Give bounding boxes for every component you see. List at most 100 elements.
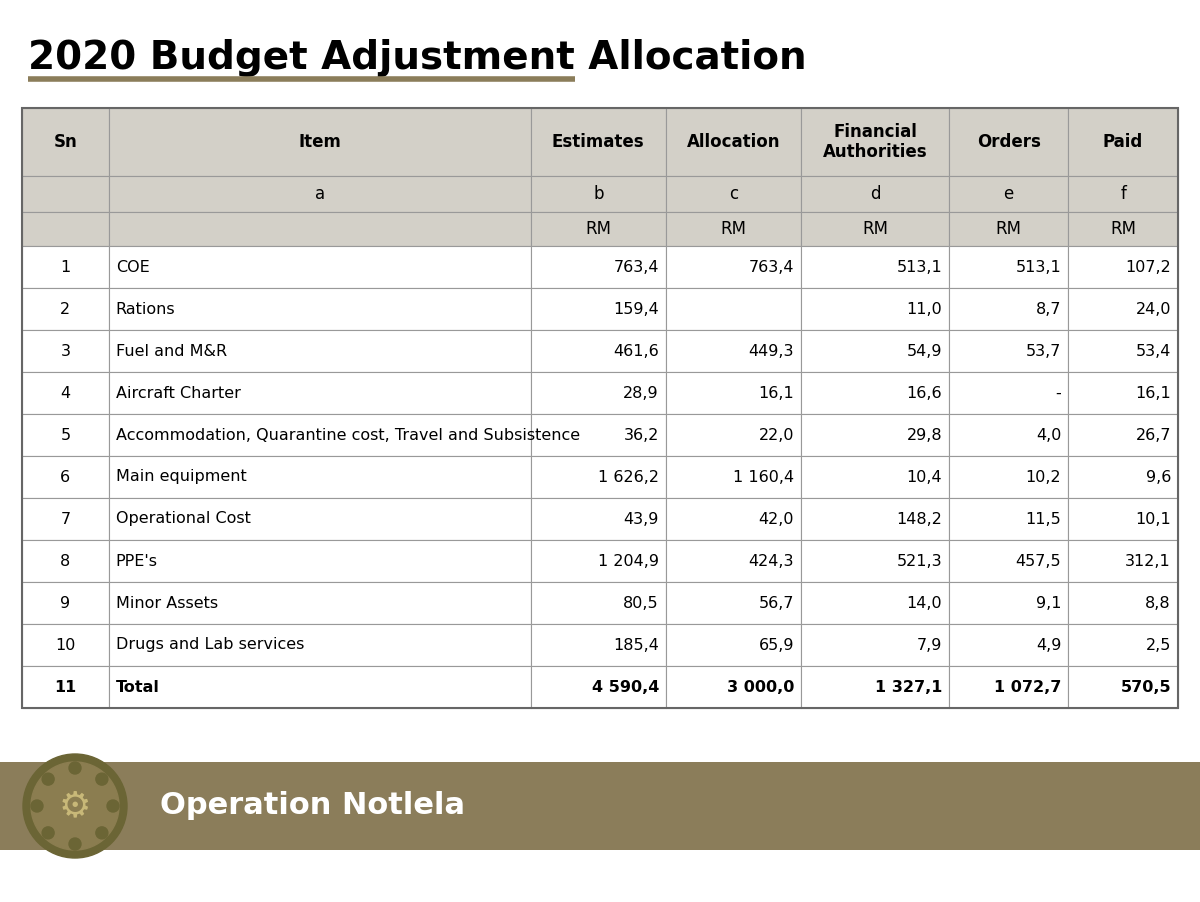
Bar	[1068, 498, 1178, 540]
Bar	[949, 330, 1068, 372]
Bar	[530, 288, 666, 330]
Bar	[802, 582, 949, 624]
Text: 763,4: 763,4	[749, 260, 794, 274]
Bar	[666, 288, 802, 330]
Text: 9,1: 9,1	[1036, 595, 1061, 611]
Text: Minor Assets: Minor Assets	[115, 595, 218, 611]
Bar	[22, 414, 109, 456]
Text: 3: 3	[60, 344, 71, 358]
Text: RM: RM	[1110, 220, 1136, 238]
Bar	[666, 108, 802, 176]
Bar	[802, 372, 949, 414]
Bar	[1068, 372, 1178, 414]
Bar	[1068, 582, 1178, 624]
Bar	[802, 456, 949, 498]
Bar	[666, 176, 802, 212]
Bar	[802, 288, 949, 330]
Text: Estimates: Estimates	[552, 133, 644, 151]
Circle shape	[31, 762, 119, 850]
Text: 424,3: 424,3	[749, 554, 794, 568]
Circle shape	[23, 754, 127, 858]
Bar	[949, 372, 1068, 414]
Text: 16,1: 16,1	[1135, 385, 1171, 400]
Bar	[530, 666, 666, 708]
Text: 4,0: 4,0	[1036, 428, 1061, 443]
Text: 185,4: 185,4	[613, 638, 659, 652]
Text: 312,1: 312,1	[1126, 554, 1171, 568]
Text: Orders: Orders	[977, 133, 1040, 151]
Text: 2: 2	[60, 301, 71, 317]
Text: c: c	[728, 185, 738, 203]
Text: 10,4: 10,4	[906, 470, 942, 484]
Bar	[666, 372, 802, 414]
Bar	[22, 288, 109, 330]
Text: 53,7: 53,7	[1026, 344, 1061, 358]
Circle shape	[31, 800, 43, 812]
Text: 54,9: 54,9	[907, 344, 942, 358]
Circle shape	[70, 838, 82, 850]
Bar	[530, 176, 666, 212]
Text: 3 000,0: 3 000,0	[727, 679, 794, 695]
Bar	[802, 246, 949, 288]
Text: Fuel and M&R: Fuel and M&R	[115, 344, 227, 358]
Text: 26,7: 26,7	[1135, 428, 1171, 443]
Bar	[530, 246, 666, 288]
Text: Total: Total	[115, 679, 160, 695]
Bar	[949, 176, 1068, 212]
Bar	[1068, 540, 1178, 582]
Text: 2020 Budget Adjustment Allocation: 2020 Budget Adjustment Allocation	[28, 39, 806, 77]
Bar	[949, 540, 1068, 582]
Text: 43,9: 43,9	[624, 511, 659, 527]
Bar	[1068, 330, 1178, 372]
Text: 159,4: 159,4	[613, 301, 659, 317]
Bar	[22, 666, 109, 708]
Text: 36,2: 36,2	[624, 428, 659, 443]
Text: Rations: Rations	[115, 301, 175, 317]
Bar	[109, 498, 530, 540]
Text: Sn: Sn	[54, 133, 77, 151]
Text: 22,0: 22,0	[758, 428, 794, 443]
Bar	[802, 330, 949, 372]
Text: PPE's: PPE's	[115, 554, 157, 568]
Text: 11: 11	[54, 679, 77, 695]
Text: 570,5: 570,5	[1121, 679, 1171, 695]
Bar	[666, 666, 802, 708]
Text: d: d	[870, 185, 881, 203]
Bar	[109, 288, 530, 330]
Text: Aircraft Charter: Aircraft Charter	[115, 385, 240, 400]
Bar	[802, 414, 949, 456]
Bar	[109, 330, 530, 372]
Text: ⚙: ⚙	[59, 789, 91, 823]
Text: Main equipment: Main equipment	[115, 470, 246, 484]
Bar	[530, 582, 666, 624]
Bar	[666, 456, 802, 498]
Circle shape	[96, 773, 108, 785]
Bar	[666, 212, 802, 246]
Bar	[949, 666, 1068, 708]
Bar	[109, 456, 530, 498]
Text: Item: Item	[299, 133, 341, 151]
Bar	[949, 456, 1068, 498]
Bar	[109, 246, 530, 288]
Text: 513,1: 513,1	[1015, 260, 1061, 274]
Text: 16,1: 16,1	[758, 385, 794, 400]
Bar	[802, 666, 949, 708]
Text: 8,8: 8,8	[1145, 595, 1171, 611]
Bar	[530, 212, 666, 246]
Bar	[1068, 666, 1178, 708]
Text: 9: 9	[60, 595, 71, 611]
Text: 461,6: 461,6	[613, 344, 659, 358]
Text: 457,5: 457,5	[1015, 554, 1061, 568]
Bar	[22, 212, 109, 246]
Text: 7: 7	[60, 511, 71, 527]
Text: RM: RM	[996, 220, 1021, 238]
Text: 8: 8	[60, 554, 71, 568]
Text: Accommodation, Quarantine cost, Travel and Subsistence: Accommodation, Quarantine cost, Travel a…	[115, 428, 580, 443]
Text: Allocation: Allocation	[686, 133, 780, 151]
Text: 1 072,7: 1 072,7	[994, 679, 1061, 695]
Bar	[22, 330, 109, 372]
Bar	[530, 540, 666, 582]
Text: RM: RM	[720, 220, 746, 238]
Text: 56,7: 56,7	[758, 595, 794, 611]
Bar	[666, 330, 802, 372]
